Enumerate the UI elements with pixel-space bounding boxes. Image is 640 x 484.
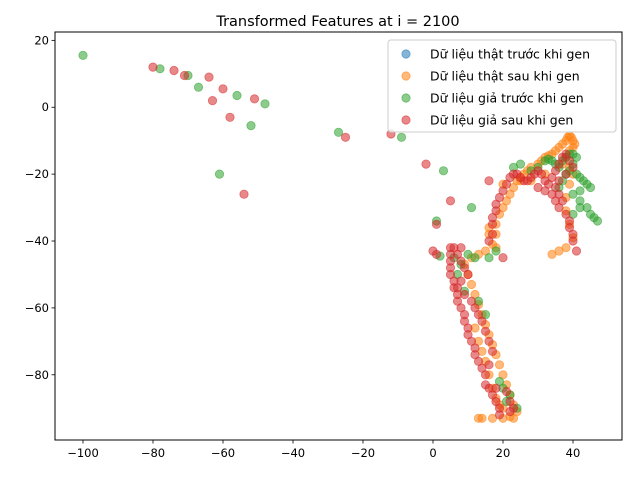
data-point: [466, 279, 477, 290]
y-tick-label: −40: [25, 234, 49, 248]
x-tick-label: −40: [281, 446, 305, 460]
legend-label: Dữ liệu giả sau khi gen: [430, 113, 573, 128]
data-point: [179, 70, 190, 81]
data-point: [193, 82, 204, 92]
data-point: [491, 383, 501, 393]
x-tick-label: −80: [141, 446, 165, 460]
data-point: [561, 169, 571, 179]
data-point: [249, 94, 260, 104]
y-tick-label: −20: [25, 167, 49, 181]
ticks-layer: −100 −80 −60 −40 −20 0 20 40 20 0 −20 −40 −60 −80: [25, 33, 581, 460]
data-point: [207, 96, 218, 106]
data-point: [501, 386, 512, 397]
y-tick-label: 0: [42, 100, 49, 114]
data-point: [463, 269, 473, 280]
data-point: [214, 169, 225, 179]
y-tick-label: −60: [25, 301, 49, 315]
data-point: [484, 360, 494, 370]
data-point: [431, 219, 442, 229]
plot-frame: [54, 31, 623, 441]
data-point: [575, 203, 585, 213]
data-point: [533, 182, 543, 193]
y-tick-label: 20: [34, 33, 49, 47]
data-point: [246, 121, 256, 131]
legend: Dữ liệu thật trước khi gen Dữ liệu thật s…: [387, 39, 617, 133]
points-layer: [78, 50, 603, 423]
data-point: [480, 370, 491, 380]
data-point: [568, 162, 578, 172]
data-point: [568, 236, 578, 246]
data-point: [484, 253, 494, 263]
data-point: [487, 346, 498, 356]
series-4-points: [148, 62, 582, 420]
data-point: [484, 176, 494, 186]
data-point: [232, 90, 242, 101]
data-point: [225, 112, 235, 122]
data-point: [470, 253, 480, 263]
data-point: [491, 246, 501, 256]
chart-title: Transformed Features at i = 2100: [215, 14, 459, 30]
legend-marker: [401, 115, 411, 125]
data-point: [78, 50, 88, 61]
legend-label: Dữ liệu thật sau khi gen: [430, 69, 580, 84]
legend-marker: [401, 93, 411, 103]
data-point: [505, 396, 515, 407]
data-point: [452, 283, 463, 293]
data-point: [445, 196, 456, 206]
data-point: [218, 84, 228, 94]
data-point: [585, 182, 596, 193]
legend-marker: [401, 71, 411, 81]
data-point: [568, 189, 578, 199]
data-point: [484, 336, 494, 346]
data-point: [438, 166, 449, 176]
x-tick-label: −20: [351, 446, 375, 460]
legend-box: [387, 39, 617, 133]
x-tick-label: −60: [211, 446, 235, 460]
legend-marker: [401, 49, 411, 59]
x-tick-label: 0: [429, 446, 436, 460]
data-point: [260, 99, 270, 109]
data-point: [515, 159, 526, 169]
y-tick-label: −80: [25, 368, 49, 382]
x-tick-label: −100: [67, 446, 99, 460]
data-point: [494, 410, 505, 420]
legend-label: Dữ liệu giả trước khi gen: [430, 91, 584, 106]
data-point: [204, 72, 214, 82]
data-point: [459, 289, 470, 300]
data-point: [477, 413, 487, 423]
data-point: [239, 189, 249, 199]
data-point: [494, 360, 505, 370]
data-point: [571, 246, 582, 256]
data-point: [148, 62, 158, 72]
data-point: [333, 127, 344, 137]
data-point: [421, 159, 431, 169]
data-point: [169, 65, 179, 76]
data-point: [466, 203, 477, 213]
data-point: [554, 189, 564, 199]
data-point: [466, 296, 477, 306]
data-point: [340, 132, 351, 142]
data-point: [396, 132, 407, 142]
x-tick-label: 20: [496, 446, 511, 460]
data-point: [477, 316, 487, 326]
data-point: [480, 326, 491, 336]
legend-label: Dữ liệu thật trước khi gen: [430, 47, 590, 62]
data-point: [547, 249, 557, 259]
data-point: [498, 253, 508, 263]
x-tick-label: 40: [566, 446, 581, 460]
data-point: [487, 229, 498, 239]
data-point: [431, 249, 442, 259]
data-point: [592, 216, 603, 226]
